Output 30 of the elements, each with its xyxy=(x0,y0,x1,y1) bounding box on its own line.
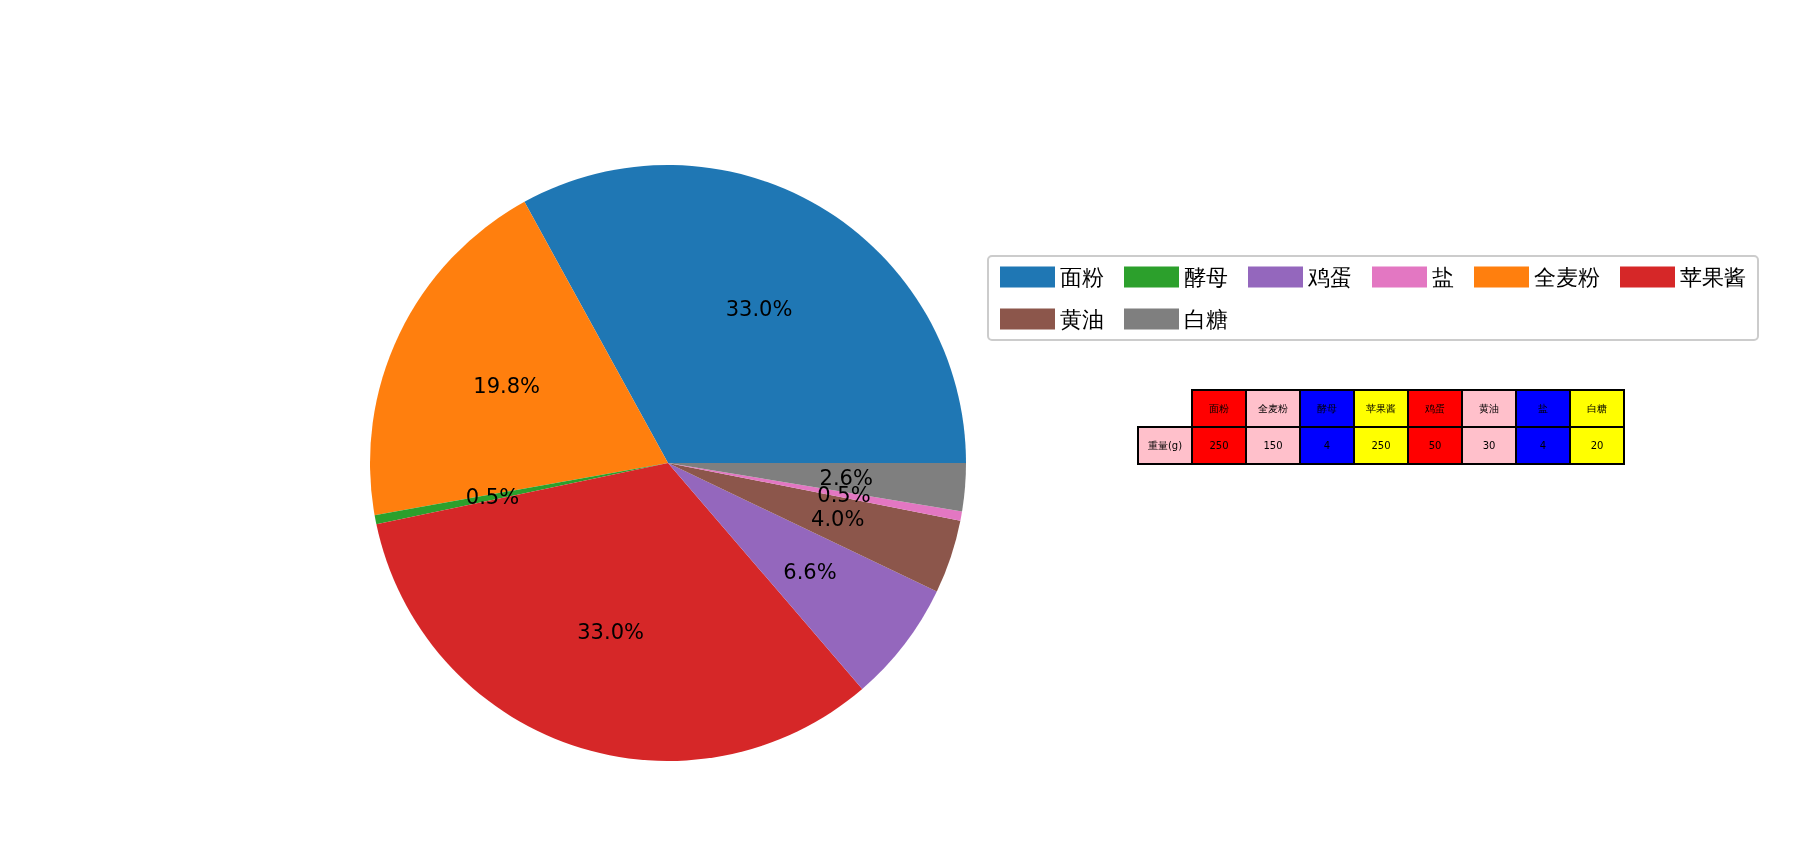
category-label: 白糖 xyxy=(1587,403,1607,414)
data-label: 33.0% xyxy=(725,297,793,322)
data-label: 19.8% xyxy=(473,373,541,398)
legend-label: 酵母 xyxy=(1184,264,1228,290)
data-label: 20 xyxy=(1590,440,1604,451)
category-label: 黄油 xyxy=(1479,403,1499,414)
legend-label: 苹果酱 xyxy=(1680,264,1746,290)
data-label: 33.0% xyxy=(577,620,644,645)
data-label: 30 xyxy=(1482,440,1496,451)
legend-label: 盐 xyxy=(1432,264,1454,290)
category-label: 面粉 xyxy=(1209,403,1229,414)
data-label: 6.6% xyxy=(783,559,837,584)
data-label: 4 xyxy=(1323,440,1331,451)
data-label: 250 xyxy=(1209,440,1229,451)
legend-label: 面粉 xyxy=(1060,264,1104,290)
category-label: 鸡蛋 xyxy=(1424,403,1445,414)
category-label: 全麦粉 xyxy=(1258,403,1288,414)
data-label: 4.0% xyxy=(811,507,865,532)
data-label: 150 xyxy=(1263,440,1283,451)
legend-label: 白糖 xyxy=(1184,306,1228,332)
data-label: 50 xyxy=(1428,440,1442,451)
legend-label: 鸡蛋 xyxy=(1307,264,1352,290)
legend-label: 全麦粉 xyxy=(1534,264,1600,290)
text: 重量(g) xyxy=(1147,440,1183,451)
category-label: 酵母 xyxy=(1317,403,1337,414)
data-label: 250 xyxy=(1371,440,1391,451)
data-label: 4 xyxy=(1539,440,1547,451)
legend-label: 黄油 xyxy=(1060,306,1104,332)
category-label: 苹果酱 xyxy=(1366,403,1396,414)
category-label: 盐 xyxy=(1538,403,1548,414)
